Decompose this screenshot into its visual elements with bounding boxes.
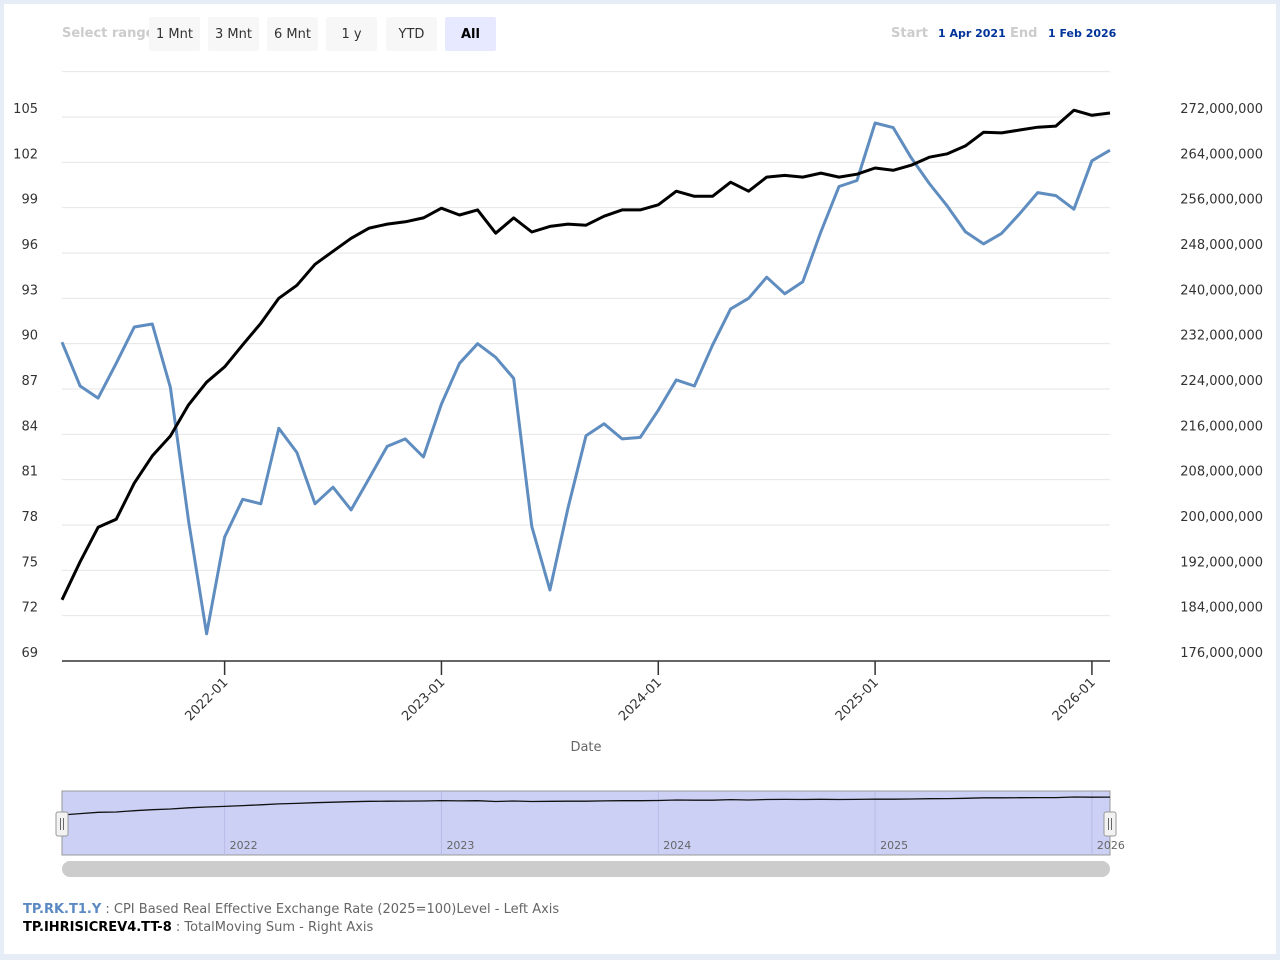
- right-axis-tick: 264,000,000: [1180, 147, 1263, 162]
- left-axis-tick: 96: [21, 238, 38, 253]
- right-axis-tick: 192,000,000: [1180, 555, 1263, 570]
- right-axis-tick: 208,000,000: [1180, 465, 1263, 480]
- navigator-tick-label: 2024: [663, 839, 691, 852]
- series-line-tp-ihrisicrev4-tt-8: [60, 108, 1111, 601]
- range-button-1-month[interactable]: 1 Mnt: [149, 17, 200, 51]
- legend-code: TP.RK.T1.Y: [23, 902, 102, 917]
- series-lines: [60, 108, 1111, 636]
- scrollbar[interactable]: [62, 861, 1110, 877]
- range-button-3-months[interactable]: 3 Mnt: [208, 17, 259, 51]
- right-axis-tick: 184,000,000: [1180, 601, 1263, 616]
- left-axis-tick: 75: [21, 555, 38, 570]
- left-axis-tick: 84: [21, 419, 38, 434]
- right-axis-tick: 256,000,000: [1180, 193, 1263, 208]
- x-axis-tick-label: 2022-01: [182, 675, 231, 724]
- left-axis-tick: 69: [21, 646, 38, 661]
- x-axis-tick-label: 2025-01: [833, 675, 882, 724]
- left-axis-tick: 78: [21, 510, 38, 525]
- end-label: End: [1010, 26, 1038, 41]
- left-axis-tick: 99: [21, 193, 38, 208]
- navigator-tick-label: 2022: [230, 839, 258, 852]
- right-axis-tick: 248,000,000: [1180, 238, 1263, 253]
- series-line-tp-rk-t1-y: [60, 121, 1111, 636]
- left-axis-labels: 69 72 75 78 81 84 87 90 93 96 99 102 105: [13, 102, 38, 661]
- right-axis-tick: 176,000,000: [1180, 646, 1263, 661]
- x-axis-title: Date: [570, 740, 601, 755]
- right-axis-tick: 272,000,000: [1180, 102, 1263, 117]
- right-axis-tick: 216,000,000: [1180, 419, 1263, 434]
- left-axis-tick: 90: [21, 329, 38, 344]
- navigator[interactable]: 2022 2023 2024 2025 2026: [55, 790, 1125, 877]
- left-axis-tick: 81: [21, 465, 38, 480]
- legend-desc: : CPI Based Real Effective Exchange Rate…: [101, 902, 560, 917]
- right-axis-tick: 200,000,000: [1180, 510, 1263, 525]
- x-axis-tick-label: 2026-01: [1050, 675, 1099, 724]
- right-axis-tick: 224,000,000: [1180, 374, 1263, 389]
- start-date-input[interactable]: 1 Apr 2021: [938, 27, 1006, 40]
- navigator-tick-label: 2025: [880, 839, 908, 852]
- left-axis-tick: 72: [21, 601, 38, 616]
- end-date-input[interactable]: 1 Feb 2026: [1048, 27, 1117, 40]
- x-axis-labels: 2022-01 2023-01 2024-01 2025-01 2026-01: [182, 661, 1099, 724]
- right-axis-labels: 176,000,000 184,000,000 192,000,000 200,000…: [1180, 102, 1263, 661]
- left-axis-tick: 102: [13, 147, 38, 162]
- x-axis-tick-label: 2024-01: [616, 675, 665, 724]
- legend-item-left: TP.RK.T1.Y : CPI Based Real Effective Ex…: [23, 902, 559, 917]
- range-button-ytd[interactable]: YTD: [386, 17, 437, 51]
- right-axis-tick: 240,000,000: [1180, 283, 1263, 298]
- gridlines: [62, 71, 1110, 662]
- x-axis-tick-label: 2023-01: [399, 675, 448, 724]
- left-axis-tick: 87: [21, 374, 38, 389]
- navigator-tick-label: 2026: [1097, 839, 1125, 852]
- range-button-all[interactable]: All: [445, 17, 496, 51]
- legend-code: TP.IHRISICREV4.TT-8: [23, 920, 172, 935]
- left-axis-tick: 105: [13, 102, 38, 117]
- left-axis-tick: 93: [21, 283, 38, 298]
- navigator-handle-right[interactable]: [1103, 811, 1117, 837]
- range-button-6-months[interactable]: 6 Mnt: [267, 17, 318, 51]
- range-button-1-year[interactable]: 1 y: [326, 17, 377, 51]
- start-label: Start: [891, 26, 928, 41]
- legend-desc: : TotalMoving Sum - Right Axis: [171, 920, 374, 935]
- navigator-series-line: [61, 796, 1111, 816]
- navigator-handle-left[interactable]: [55, 811, 69, 837]
- select-range-label: Select range: [62, 26, 155, 41]
- legend-item-right: TP.IHRISICREV4.TT-8 : TotalMoving Sum - …: [23, 920, 373, 935]
- right-axis-tick: 232,000,000: [1180, 329, 1263, 344]
- navigator-tick-label: 2023: [446, 839, 474, 852]
